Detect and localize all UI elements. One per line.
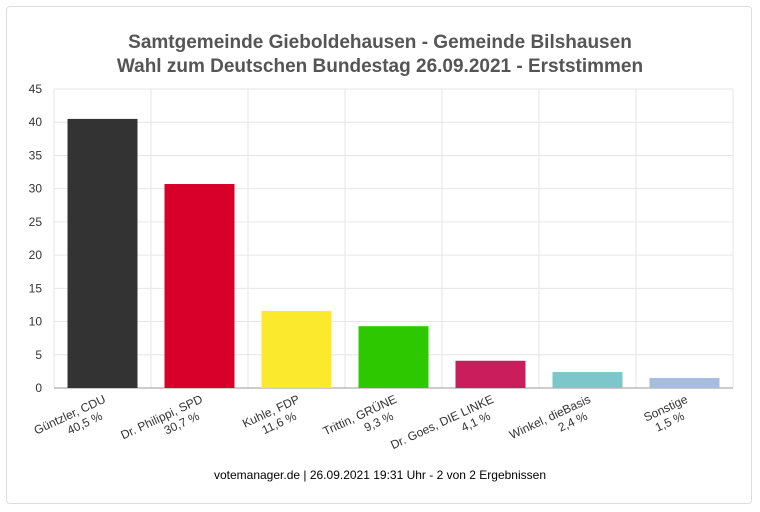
y-tick-label: 5: [35, 348, 42, 362]
y-tick-label: 10: [29, 315, 43, 329]
bar: [358, 326, 429, 388]
x-tick-label: Kuhle, FDP11,6 %: [240, 392, 307, 443]
footer-source: votemanager.de | 26.09.2021 19:31 Uhr - …: [213, 468, 546, 482]
bar: [164, 184, 235, 388]
bar: [455, 360, 526, 388]
bar: [67, 118, 138, 389]
bar: [649, 378, 720, 388]
x-tick-label: Dr. Philippi, SPD30,7 %: [118, 392, 211, 455]
y-tick-label: 20: [29, 248, 43, 262]
y-tick-label: 35: [29, 148, 43, 162]
y-tick-label: 40: [29, 115, 43, 129]
y-tick-label: 0: [35, 381, 42, 395]
y-tick-label: 45: [29, 82, 43, 96]
bar: [261, 310, 332, 388]
chart-title: Samtgemeinde Gieboldehausen - Gemeinde B…: [128, 32, 632, 53]
bar: [552, 372, 623, 388]
y-tick-label: 15: [29, 281, 43, 295]
y-tick-label: 25: [29, 215, 43, 229]
x-tick-label: Sonstige1,5 %: [642, 392, 696, 437]
x-tick-label: Winkel, dieBasis2,4 %: [507, 392, 599, 455]
y-tick-label: 30: [29, 182, 43, 196]
x-tick-label: Dr. Goes, DIE LINKE4,1 %: [388, 392, 501, 465]
chart-subtitle: Wahl zum Deutschen Bundestag 26.09.2021 …: [116, 56, 644, 77]
x-tick-label: Güntzler, CDU40,5 %: [32, 392, 114, 450]
